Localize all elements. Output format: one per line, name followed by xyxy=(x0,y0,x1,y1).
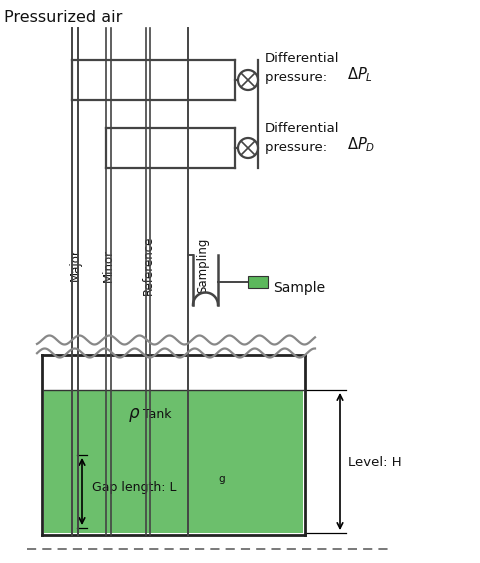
Text: Pressurized air: Pressurized air xyxy=(4,10,122,25)
Text: $\Delta P_L$: $\Delta P_L$ xyxy=(347,66,373,84)
Text: Tank: Tank xyxy=(143,409,171,422)
Text: Differential
pressure:: Differential pressure: xyxy=(265,52,339,83)
Text: Minor: Minor xyxy=(101,248,115,282)
Bar xyxy=(44,390,303,533)
Text: Sampling: Sampling xyxy=(196,238,209,293)
Text: Major: Major xyxy=(69,248,82,282)
Text: Level: H: Level: H xyxy=(348,456,402,469)
Text: Sample: Sample xyxy=(273,281,325,295)
Circle shape xyxy=(238,138,258,158)
Text: $\Delta P_D$: $\Delta P_D$ xyxy=(347,136,375,154)
Circle shape xyxy=(238,70,258,90)
Text: Differential
pressure:: Differential pressure: xyxy=(265,123,339,154)
Text: g: g xyxy=(218,474,225,484)
Text: $\rho$: $\rho$ xyxy=(128,406,140,424)
Bar xyxy=(248,276,268,288)
Text: Reference: Reference xyxy=(142,235,155,294)
Text: Gap length: L: Gap length: L xyxy=(92,480,177,494)
